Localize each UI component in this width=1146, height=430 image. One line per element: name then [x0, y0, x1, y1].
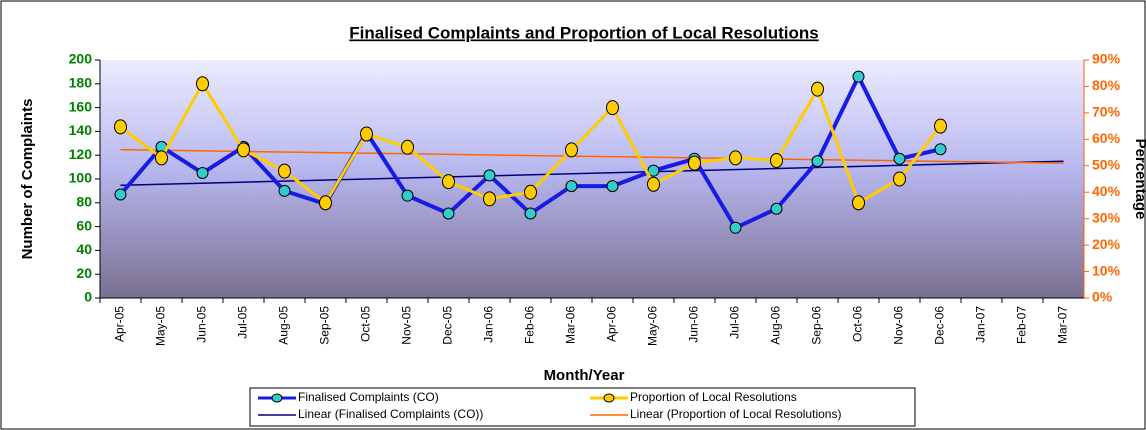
marker [401, 139, 414, 155]
y-tick-label: 20 [76, 265, 92, 281]
x-tick-label: Feb-06 [523, 306, 537, 344]
y2-tick-label: 80% [1092, 77, 1121, 93]
y2-tick-label: 30% [1092, 209, 1121, 225]
legend [249, 387, 916, 427]
x-tick-label: Aug-05 [277, 306, 291, 345]
x-tick-label: Mar-06 [564, 306, 578, 344]
y-tick-label: 60 [76, 217, 92, 233]
marker [934, 143, 947, 156]
marker [524, 207, 537, 220]
y-tick-label: 120 [69, 146, 93, 162]
y-tick-label: 200 [69, 51, 93, 67]
marker [852, 195, 865, 211]
marker [360, 126, 373, 142]
trend-line [120, 148, 1064, 164]
marker [729, 221, 742, 234]
y-tick-label: 100 [69, 170, 93, 186]
y-tick-label: 160 [69, 98, 93, 114]
x-axis-label: Month/Year [544, 367, 625, 384]
y2-tick-label: 20% [1092, 236, 1121, 252]
y2-tick-label: 0% [1092, 289, 1113, 305]
marker [401, 189, 414, 202]
x-tick-label: Mar-07 [1056, 306, 1070, 344]
y-tick-label: 140 [69, 122, 93, 138]
marker [155, 150, 168, 166]
y2-tick-label: 50% [1092, 156, 1121, 172]
x-tick-label: Nov-05 [400, 306, 414, 345]
marker [442, 174, 455, 190]
legend-label: Proportion of Local Resolutions [630, 390, 797, 404]
marker [688, 155, 701, 171]
marker [606, 180, 619, 193]
x-tick-label: Jan-07 [974, 306, 988, 343]
x-tick-label: Jun-05 [195, 306, 209, 343]
marker [811, 155, 824, 168]
y-tick-label: 0 [84, 289, 92, 305]
marker [647, 164, 660, 177]
plot-area [100, 60, 1084, 298]
y-axis-label: Number of Complaints [19, 99, 36, 260]
x-tick-label: Sep-05 [318, 306, 332, 345]
x-tick-label: Aug-06 [769, 306, 783, 345]
x-tick-label: Jan-06 [482, 306, 496, 343]
legend-marker [271, 393, 283, 403]
marker [278, 163, 291, 179]
marker [893, 152, 906, 165]
marker [934, 118, 947, 134]
x-tick-label: Oct-05 [359, 306, 373, 342]
marker [770, 202, 783, 215]
x-tick-label: Apr-05 [113, 306, 127, 342]
legend-label: Linear (Proportion of Local Resolutions) [630, 407, 841, 421]
marker [647, 176, 660, 192]
marker [237, 142, 250, 158]
x-tick-label: Apr-06 [605, 306, 619, 342]
y-tick-label: 40 [76, 241, 92, 257]
marker [729, 150, 742, 166]
x-tick-label: Feb-07 [1015, 306, 1029, 344]
y-tick-label: 80 [76, 194, 92, 210]
chart-title: Finalised Complaints and Proportion of L… [349, 23, 818, 42]
marker [483, 169, 496, 182]
y2-tick-label: 40% [1092, 183, 1121, 199]
y2-tick-label: 70% [1092, 104, 1121, 120]
y2-tick-label: 10% [1092, 262, 1121, 278]
marker [319, 195, 332, 211]
x-tick-label: May-06 [646, 306, 660, 346]
legend-label: Finalised Complaints (CO) [298, 390, 439, 404]
marker [811, 81, 824, 97]
y2-tick-label: 60% [1092, 130, 1121, 146]
y-tick-label: 180 [69, 75, 93, 91]
x-tick-label: Jul-06 [728, 306, 742, 339]
x-tick-label: May-05 [154, 306, 168, 346]
marker [524, 184, 537, 200]
x-tick-label: Dec-06 [933, 306, 947, 345]
legend-marker [603, 393, 615, 403]
marker [893, 171, 906, 187]
legend-label: Linear (Finalised Complaints (CO)) [298, 407, 483, 421]
marker [770, 152, 783, 168]
y2-axis-label: Percentage [1132, 139, 1146, 220]
y2-tick-label: 90% [1092, 51, 1121, 67]
marker [852, 70, 865, 83]
x-tick-label: Jun-06 [687, 306, 701, 343]
marker [196, 167, 209, 180]
x-tick-label: Jul-05 [236, 306, 250, 339]
marker [565, 180, 578, 193]
x-tick-label: Dec-05 [441, 306, 455, 345]
x-tick-label: Sep-06 [810, 306, 824, 345]
x-tick-label: Oct-06 [851, 306, 865, 342]
marker [114, 119, 127, 135]
x-tick-label: Nov-06 [892, 306, 906, 345]
marker [442, 207, 455, 220]
marker [483, 191, 496, 207]
marker [196, 76, 209, 92]
marker [114, 188, 127, 201]
marker [278, 184, 291, 197]
marker [606, 100, 619, 116]
marker [565, 142, 578, 158]
